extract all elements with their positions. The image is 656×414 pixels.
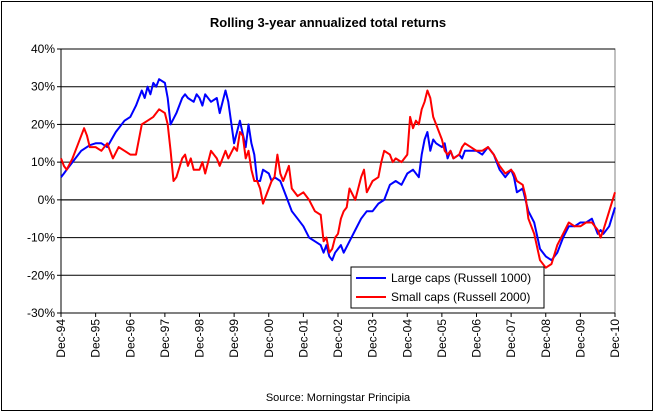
- legend-label-small-caps: Small caps (Russell 2000): [391, 290, 530, 304]
- x-tick-label: Dec-05: [435, 319, 449, 358]
- series-line-small-caps: [60, 89, 616, 269]
- y-axis: 40% 30% 20% 10% 0% -10% -20% -30%: [27, 42, 62, 320]
- y-tick-label: -10%: [27, 231, 55, 245]
- source-note: Source: Morningstar Principia: [266, 392, 411, 404]
- series-line-large-caps: [60, 78, 616, 262]
- x-tick-label: Dec-07: [504, 319, 518, 358]
- x-tick-label: Dec-08: [539, 319, 553, 358]
- series-group: [60, 78, 616, 269]
- legend-label-large-caps: Large caps (Russell 1000): [391, 271, 531, 285]
- x-tick-label: Dec-04: [400, 319, 414, 358]
- legend: Large caps (Russell 1000) Small caps (Ru…: [350, 266, 545, 309]
- y-tick-label: 30%: [31, 80, 55, 94]
- x-tick-label: Dec-94: [54, 319, 68, 358]
- x-tick-label: Dec-95: [89, 319, 103, 358]
- chart-title: Rolling 3-year annualized total returns: [210, 15, 446, 30]
- x-tick-label: Dec-10: [608, 319, 622, 358]
- x-tick-label: Dec-03: [366, 319, 380, 358]
- y-tick-label: -30%: [27, 306, 55, 320]
- x-tick-label: Dec-09: [573, 319, 587, 358]
- x-tick-label: Dec-01: [296, 319, 310, 358]
- x-tick-label: Dec-00: [262, 319, 276, 358]
- y-tick-label: -20%: [27, 268, 55, 282]
- y-tick-label: 40%: [31, 42, 55, 56]
- y-tick-label: 10%: [31, 155, 55, 169]
- x-tick-label: Dec-97: [158, 319, 172, 358]
- x-tick-label: Dec-06: [470, 319, 484, 358]
- y-tick-label: 0%: [38, 193, 56, 207]
- x-tick-label: Dec-02: [331, 319, 345, 358]
- x-tick-label: Dec-99: [227, 319, 241, 358]
- x-tick-label: Dec-98: [193, 319, 207, 358]
- x-tick-label: Dec-96: [123, 319, 137, 358]
- y-tick-label: 20%: [31, 117, 55, 131]
- x-axis: Dec-94 Dec-95 Dec-96 Dec-97 Dec-98 Dec-99 Dec-…: [54, 199, 622, 358]
